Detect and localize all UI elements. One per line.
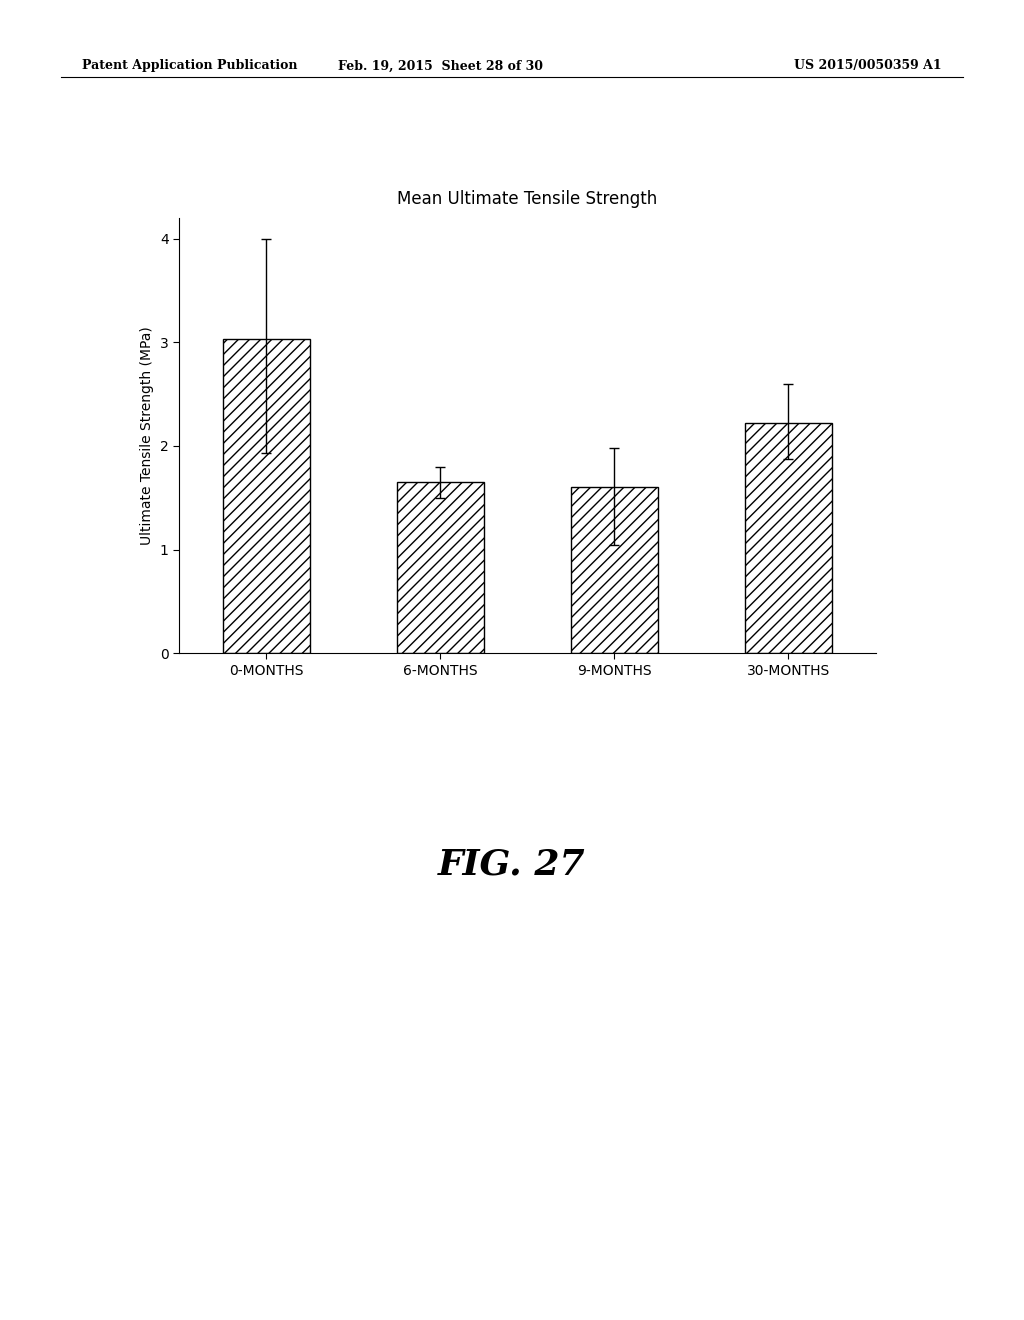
Bar — [397, 482, 484, 653]
Text: Patent Application Publication: Patent Application Publication — [82, 59, 297, 73]
Y-axis label: Ultimate Tensile Strength (MPa): Ultimate Tensile Strength (MPa) — [140, 326, 155, 545]
Text: Feb. 19, 2015  Sheet 28 of 30: Feb. 19, 2015 Sheet 28 of 30 — [338, 59, 543, 73]
Title: Mean Ultimate Tensile Strength: Mean Ultimate Tensile Strength — [397, 190, 657, 209]
Bar — [745, 424, 831, 653]
Text: US 2015/0050359 A1: US 2015/0050359 A1 — [795, 59, 942, 73]
Text: FIG. 27: FIG. 27 — [438, 847, 586, 882]
Bar — [571, 487, 657, 653]
Bar — [223, 339, 309, 653]
